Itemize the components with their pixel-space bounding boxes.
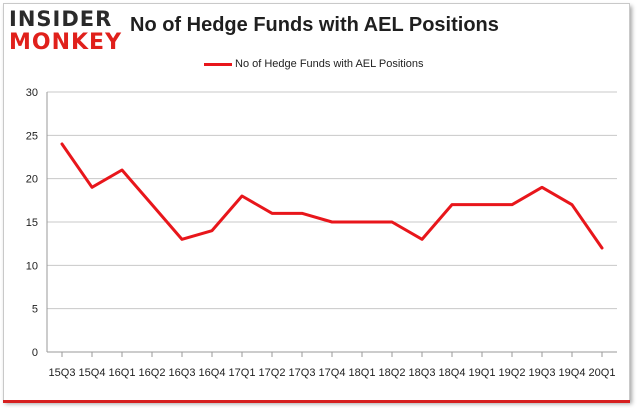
x-tick-label: 15Q3 [49,367,76,379]
bottom-accent-stripe [3,400,630,403]
y-tick-label: 30 [26,87,38,99]
x-tick-label: 17Q2 [259,367,286,379]
logo-line-2: MONKEY [9,30,123,55]
chart-frame [3,3,630,401]
y-tick-label: 0 [32,347,38,359]
y-tick-label: 20 [26,174,38,186]
x-tick-label: 19Q4 [559,367,586,379]
x-tick-label: 18Q2 [379,367,406,379]
y-tick-label: 25 [26,130,38,142]
x-tick-label: 17Q3 [289,367,316,379]
x-tick-label: 19Q1 [469,367,496,379]
x-tick-label: 15Q4 [79,367,106,379]
x-tick-label: 19Q2 [499,367,526,379]
x-tick-label: 19Q3 [529,367,556,379]
x-tick-label: 20Q1 [589,367,616,379]
y-tick-label: 5 [32,304,38,316]
y-tick-label: 10 [26,260,38,272]
x-tick-label: 17Q1 [229,367,256,379]
series-line [60,142,604,250]
x-tick-label: 16Q2 [139,367,166,379]
legend-swatch [204,62,232,66]
x-tick-label: 18Q3 [409,367,436,379]
chart-legend: No of Hedge Funds with AEL Positions [204,56,424,72]
insider-monkey-logo: INSIDER MONKEY [9,6,123,55]
y-tick-label: 15 [26,217,38,229]
x-tick-label: 18Q4 [439,367,466,379]
logo-line-1: INSIDER [9,7,113,31]
x-tick-label: 18Q1 [349,367,376,379]
chart-title: No of Hedge Funds with AEL Positions [130,14,499,36]
x-tick-label: 16Q1 [109,367,136,379]
legend-label: No of Hedge Funds with AEL Positions [235,58,424,70]
x-tick-label: 17Q4 [319,367,346,379]
x-tick-label: 16Q4 [199,367,226,379]
x-tick-label: 16Q3 [169,367,196,379]
